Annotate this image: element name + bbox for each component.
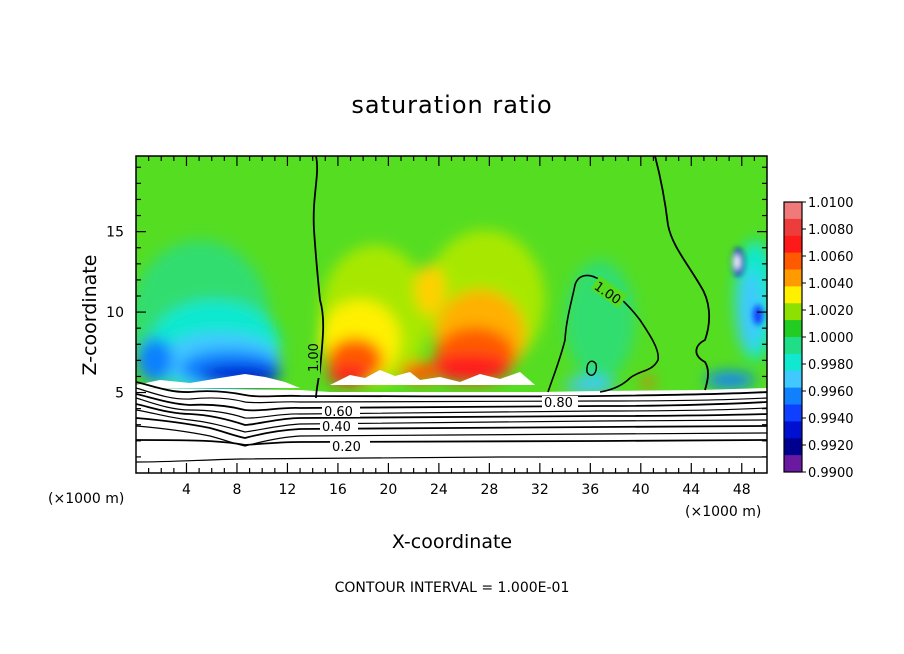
x-multiplier-label: (×1000 m) bbox=[48, 491, 124, 507]
contour-1-00-right bbox=[654, 156, 711, 391]
x-axis: 4 8 12 16 20 24 28 32 36 40 44 48 bbox=[148, 156, 755, 498]
colorbar-swatch bbox=[784, 218, 802, 237]
colorbar-swatch bbox=[784, 202, 802, 220]
chart-title: saturation ratio bbox=[351, 91, 552, 119]
x-tick-label: 8 bbox=[232, 482, 241, 498]
x-tick-label: 48 bbox=[733, 482, 751, 498]
colorbar-swatch bbox=[784, 252, 802, 270]
x-tick-label: 24 bbox=[430, 482, 448, 498]
colorbar-tick-label: 0.9960 bbox=[808, 385, 854, 400]
contour-0-60 bbox=[136, 403, 767, 426]
x-tick-label: 16 bbox=[329, 482, 347, 498]
colorbar-swatch bbox=[784, 421, 802, 439]
y-tick-label: 10 bbox=[106, 305, 124, 321]
x-tick-label: 20 bbox=[379, 482, 397, 498]
x-tick-label: 4 bbox=[182, 482, 191, 498]
y-axis-title: Z-coordinate bbox=[79, 255, 101, 376]
colorbar-swatch bbox=[784, 404, 802, 422]
contour-0-90 bbox=[136, 381, 767, 398]
contour-label: 0.80 bbox=[544, 396, 573, 411]
colorbar-tick-label: 0.9920 bbox=[808, 439, 854, 454]
contour-small-loop bbox=[586, 360, 598, 376]
colorbar-tick-label: 0.9940 bbox=[808, 412, 854, 427]
colorbar-tick-label: 1.0100 bbox=[808, 196, 854, 211]
colorbar-swatch bbox=[784, 455, 802, 473]
contour-label: 0.40 bbox=[322, 420, 351, 435]
colorbar-swatch bbox=[784, 353, 802, 372]
x-tick-label: 12 bbox=[279, 482, 297, 498]
colorbar-tick-label: 0.9980 bbox=[808, 358, 854, 373]
x-tick-label: 32 bbox=[531, 482, 549, 498]
colorbar-swatch bbox=[784, 337, 802, 355]
heatmap-field bbox=[136, 156, 767, 473]
colorbar: 1.0100 1.0080 1.0060 1.0040 1.0020 1.0000 0.99… bbox=[783, 196, 854, 481]
x-tick-label: 36 bbox=[581, 482, 599, 498]
colorbar-swatch bbox=[784, 303, 802, 321]
colorbar-swatch bbox=[784, 438, 802, 456]
x-tick-label: 40 bbox=[632, 482, 650, 498]
colorbar-tick-label: 1.0000 bbox=[808, 331, 854, 346]
contour-0-20 bbox=[136, 439, 767, 446]
contour-interval-text: CONTOUR INTERVAL = 1.000E-01 bbox=[335, 580, 570, 596]
colorbar-swatch bbox=[784, 269, 802, 287]
colorbar-swatch bbox=[784, 320, 802, 338]
contour-labels: 1.00 1.00 0.80 0.60 0.40 0.20 bbox=[306, 275, 628, 455]
contour-label: 0.20 bbox=[332, 440, 361, 455]
colorbar-tick-label: 1.0020 bbox=[808, 304, 854, 319]
colorbar-tick-label: 0.9900 bbox=[808, 466, 854, 481]
colorbar-swatch bbox=[784, 387, 802, 405]
x-tick-label: 28 bbox=[480, 482, 498, 498]
colorbar-swatch bbox=[784, 286, 802, 304]
colorbar-tick-label: 1.0060 bbox=[808, 250, 854, 265]
x-tick-label: 44 bbox=[682, 482, 700, 498]
colorbar-tick-label: 1.0040 bbox=[808, 277, 854, 292]
x-axis-title: X-coordinate bbox=[392, 531, 512, 553]
contour-0-40 bbox=[136, 417, 767, 439]
colorbar-swatch bbox=[784, 235, 802, 254]
colorbar-tick-label: 1.0080 bbox=[808, 223, 854, 238]
y-axis: 5 10 15 bbox=[106, 166, 767, 458]
contour-label: 0.60 bbox=[324, 405, 353, 420]
contour-label: 1.00 bbox=[307, 343, 322, 372]
y-tick-label: 5 bbox=[115, 386, 124, 402]
x-multiplier-label-right: (×1000 m) bbox=[685, 504, 761, 520]
colorbar-swatch bbox=[784, 370, 802, 389]
y-tick-label: 15 bbox=[106, 225, 124, 241]
